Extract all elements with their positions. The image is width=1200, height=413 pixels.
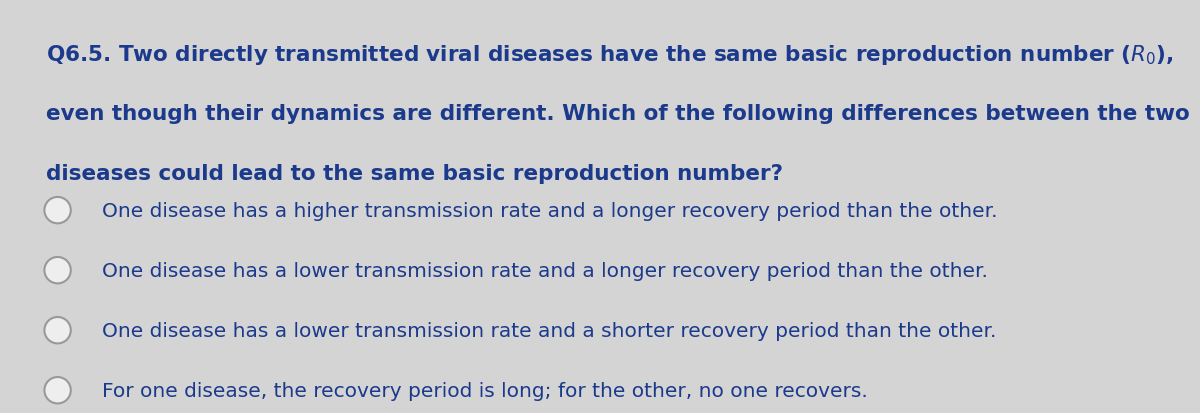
Ellipse shape bbox=[44, 257, 71, 284]
Text: For one disease, the recovery period is long; for the other, no one recovers.: For one disease, the recovery period is … bbox=[102, 381, 868, 400]
Text: One disease has a lower transmission rate and a shorter recovery period than the: One disease has a lower transmission rat… bbox=[102, 321, 996, 340]
Ellipse shape bbox=[44, 197, 71, 224]
Text: One disease has a higher transmission rate and a longer recovery period than the: One disease has a higher transmission ra… bbox=[102, 201, 997, 220]
Ellipse shape bbox=[44, 317, 71, 344]
Text: Q6.5. Two directly transmitted viral diseases have the same basic reproduction n: Q6.5. Two directly transmitted viral dis… bbox=[46, 43, 1174, 67]
Ellipse shape bbox=[44, 377, 71, 404]
Text: even though their dynamics are different. Which of the following differences bet: even though their dynamics are different… bbox=[46, 103, 1189, 123]
Text: One disease has a lower transmission rate and a longer recovery period than the : One disease has a lower transmission rat… bbox=[102, 261, 988, 280]
Text: diseases could lead to the same basic reproduction number?: diseases could lead to the same basic re… bbox=[46, 163, 782, 183]
